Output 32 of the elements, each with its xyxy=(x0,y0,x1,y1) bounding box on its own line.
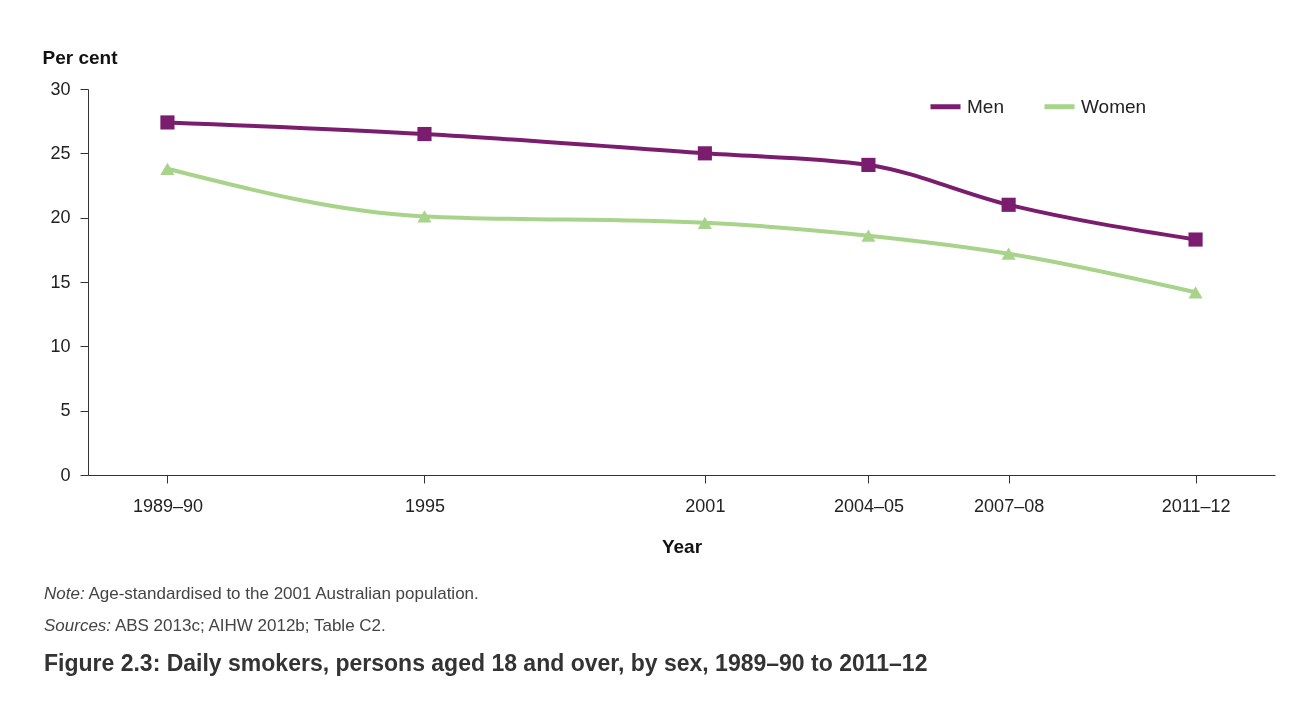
y-tick-label: 0 xyxy=(60,464,71,485)
point xyxy=(861,229,876,242)
x-tick-label: 1989–90 xyxy=(132,495,203,516)
point xyxy=(417,210,432,223)
point xyxy=(697,146,712,161)
y-axis-title: Per cent xyxy=(42,46,119,68)
point xyxy=(1001,197,1016,212)
y-tick-label: 25 xyxy=(50,142,71,163)
point xyxy=(1188,232,1203,247)
legend-label: Men xyxy=(967,95,1004,117)
point xyxy=(160,115,175,130)
y-tick-label: 5 xyxy=(60,400,71,421)
x-tick-label: 2011–12 xyxy=(1161,495,1231,516)
point xyxy=(697,216,712,229)
legend-label: Women xyxy=(1081,95,1147,117)
point xyxy=(417,126,432,142)
point xyxy=(1188,286,1203,299)
y-tick-label: 20 xyxy=(50,207,71,228)
x-tick-label: 2004–05 xyxy=(833,495,904,516)
text: Figure 2.3: Daily smokers, persons aged 18 and over, by sex, 1989–90 to 2011–12 xyxy=(44,650,928,677)
x-tick-label: 2001 xyxy=(685,495,726,516)
x-tick-label: 2007–08 xyxy=(974,495,1045,516)
point xyxy=(160,162,175,175)
x-tick-label: 1995 xyxy=(404,495,445,516)
text: Note: Age-standardised to the 2001 Australian population. xyxy=(44,583,479,605)
point xyxy=(861,157,876,172)
y-tick-label: 30 xyxy=(50,78,71,99)
source-note: Sources: ABS 2013c; AIHW 2012b; Table C2. xyxy=(44,615,387,637)
point xyxy=(1001,247,1016,260)
y-tick-label: 15 xyxy=(50,271,71,292)
y-tick-label: 10 xyxy=(50,335,71,356)
x-axis-title: Year xyxy=(661,535,703,557)
